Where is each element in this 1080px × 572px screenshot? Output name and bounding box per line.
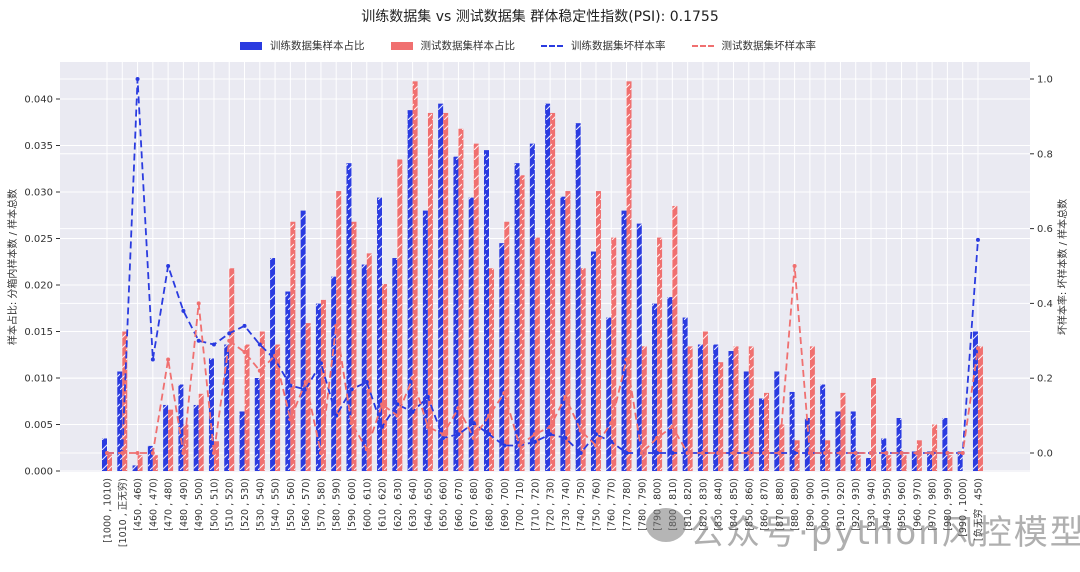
svg-text:0.000: 0.000 [24, 467, 53, 478]
svg-text:1.0: 1.0 [1037, 75, 1053, 86]
svg-text:[840 , 850): [840 , 850) [729, 478, 740, 531]
plot-area [60, 62, 1030, 472]
svg-text:[960 , 970): [960 , 970) [912, 478, 923, 531]
svg-text:[860 , 870): [860 , 870) [760, 478, 771, 531]
train-dashed-line-icon [541, 44, 563, 47]
svg-text:0.035: 0.035 [24, 141, 53, 152]
legend: 训练数据集样本占比 测试数据集样本占比 训练数据集坏样本率 测试数据集坏样本率 [240, 38, 816, 53]
test-dashed-line-icon [691, 44, 714, 47]
svg-text:[790 , 800): [790 , 800) [653, 478, 664, 531]
svg-text:[990 , 1000): [990 , 1000) [958, 478, 969, 537]
svg-text:[920 , 930): [920 , 930) [851, 478, 862, 531]
svg-text:[600 , 610): [600 , 610) [362, 478, 373, 531]
svg-text:[500 , 510): [500 , 510) [209, 478, 220, 531]
svg-text:[900 , 910): [900 , 910) [821, 478, 832, 531]
svg-text:样本占比: 分箱内样本数 / 样本总数: 样本占比: 分箱内样本数 / 样本总数 [6, 189, 19, 345]
svg-text:0.4: 0.4 [1037, 299, 1053, 310]
svg-text:0.005: 0.005 [24, 420, 53, 431]
svg-text:[530 , 540): [530 , 540) [255, 478, 266, 531]
svg-text:[770 , 780): [770 , 780) [622, 478, 633, 531]
svg-text:[820 , 830): [820 , 830) [698, 478, 709, 531]
svg-text:[970 , 980): [970 , 980) [928, 478, 939, 531]
svg-text:[740 , 750): [740 , 750) [576, 478, 587, 531]
svg-text:[450 , 460): [450 , 460) [133, 478, 144, 531]
svg-text:[1010 , 正无穷): [1010 , 正无穷) [117, 478, 129, 547]
svg-text:[730 , 740): [730 , 740) [561, 478, 572, 531]
svg-text:0.040: 0.040 [24, 95, 53, 106]
svg-text:[720 , 730): [720 , 730) [546, 478, 557, 531]
svg-text:[480 , 490): [480 , 490) [179, 478, 190, 531]
svg-text:[590 , 600): [590 , 600) [347, 478, 358, 531]
svg-text:[520 , 530): [520 , 530) [240, 478, 251, 531]
svg-text:[460 , 470): [460 , 470) [148, 478, 159, 531]
svg-text:[650 , 660): [650 , 660) [439, 478, 450, 531]
watermark: 公众号·python风控模型 [690, 513, 1080, 553]
svg-text:0.015: 0.015 [24, 327, 53, 338]
test-bar-swatch-icon [390, 41, 413, 50]
legend-test-bar: 测试数据集样本占比 [390, 38, 516, 53]
svg-text:[680 , 690): [680 , 690) [485, 478, 496, 531]
svg-text:[620 , 630): [620 , 630) [393, 478, 404, 531]
svg-text:[550 , 560): [550 , 560) [286, 478, 297, 531]
svg-text:[470 , 480): [470 , 480) [164, 478, 175, 531]
svg-text:[540 , 550): [540 , 550) [271, 478, 282, 531]
legend-train-line: 训练数据集坏样本率 [541, 38, 666, 53]
svg-text:[510 , 520): [510 , 520) [225, 478, 236, 531]
svg-text:[880 , 890): [880 , 890) [790, 478, 801, 531]
svg-text:[850 , 860): [850 , 860) [744, 478, 755, 531]
bar-series [102, 81, 983, 472]
train-bar-swatch-icon [240, 41, 262, 50]
legend-label: 训练数据集样本占比 [270, 40, 365, 52]
legend-label: 测试数据集样本占比 [420, 40, 516, 52]
svg-text:[800 , 810): [800 , 810) [668, 478, 679, 531]
svg-text:0.010: 0.010 [24, 374, 53, 385]
svg-text:[940 , 950): [940 , 950) [882, 478, 893, 531]
svg-text:[890 , 900): [890 , 900) [805, 478, 816, 531]
svg-text:0.030: 0.030 [24, 188, 53, 199]
line-series [105, 77, 980, 455]
svg-text:[610 , 620): [610 , 620) [378, 478, 389, 531]
svg-text:[870 , 880): [870 , 880) [775, 478, 786, 531]
svg-text:[830 , 840): [830 , 840) [714, 478, 725, 531]
svg-text:[910 , 920): [910 , 920) [836, 478, 847, 531]
svg-text:[700 , 710): [700 , 710) [515, 478, 526, 531]
axes: 0.000 0.005 0.010 0.015 0.020 0.025 0.030 0.035… [6, 75, 1069, 548]
svg-text:[490 , 500): [490 , 500) [194, 478, 205, 531]
svg-text:[1000 , 1010): [1000 , 1010) [103, 478, 114, 543]
legend-test-line: 测试数据集坏样本率 [691, 38, 817, 53]
svg-text:[570 , 580): [570 , 580) [316, 478, 327, 531]
legend-label: 训练数据集坏样本率 [571, 40, 666, 52]
legend-train-bar: 训练数据集样本占比 [240, 38, 365, 53]
svg-text:0.2: 0.2 [1037, 374, 1053, 385]
svg-text:0.020: 0.020 [24, 281, 53, 292]
svg-text:[950 , 960): [950 , 960) [897, 478, 908, 531]
svg-text:[760 , 770): [760 , 770) [607, 478, 618, 531]
svg-text:0.0: 0.0 [1037, 449, 1053, 460]
svg-text:0.6: 0.6 [1037, 224, 1053, 235]
svg-text:0.025: 0.025 [24, 234, 53, 245]
svg-text:[980 , 990): [980 , 990) [943, 478, 954, 531]
svg-text:坏样本率: 坏样本数 / 样本总数: 坏样本率: 坏样本数 / 样本总数 [1056, 199, 1069, 335]
svg-text:[630 , 640): [630 , 640) [408, 478, 419, 531]
chart-title: 训练数据集 vs 测试数据集 群体稳定性指数(PSI): 0.1755 [361, 9, 719, 25]
legend-label: 测试数据集坏样本率 [721, 40, 817, 52]
svg-text:[580 , 590): [580 , 590) [332, 478, 343, 531]
svg-text:[670 , 680): [670 , 680) [469, 478, 480, 531]
svg-text:0.8: 0.8 [1037, 149, 1053, 160]
svg-text:[640 , 650): [640 , 650) [423, 478, 434, 531]
svg-text:[780 , 790): [780 , 790) [637, 478, 648, 531]
svg-text:[750 , 760): [750 , 760) [591, 478, 602, 531]
svg-text:[690 , 700): [690 , 700) [500, 478, 511, 531]
svg-text:[710 , 720): [710 , 720) [530, 478, 541, 531]
svg-text:[810 , 820): [810 , 820) [683, 478, 694, 531]
svg-text:[560 , 570): [560 , 570) [301, 478, 312, 531]
svg-text:[负无穷 , 450): [负无穷 , 450) [972, 478, 984, 541]
wechat-icon [646, 508, 686, 542]
svg-text:[660 , 670): [660 , 670) [454, 478, 465, 531]
svg-text:[930 , 940): [930 , 940) [867, 478, 878, 531]
